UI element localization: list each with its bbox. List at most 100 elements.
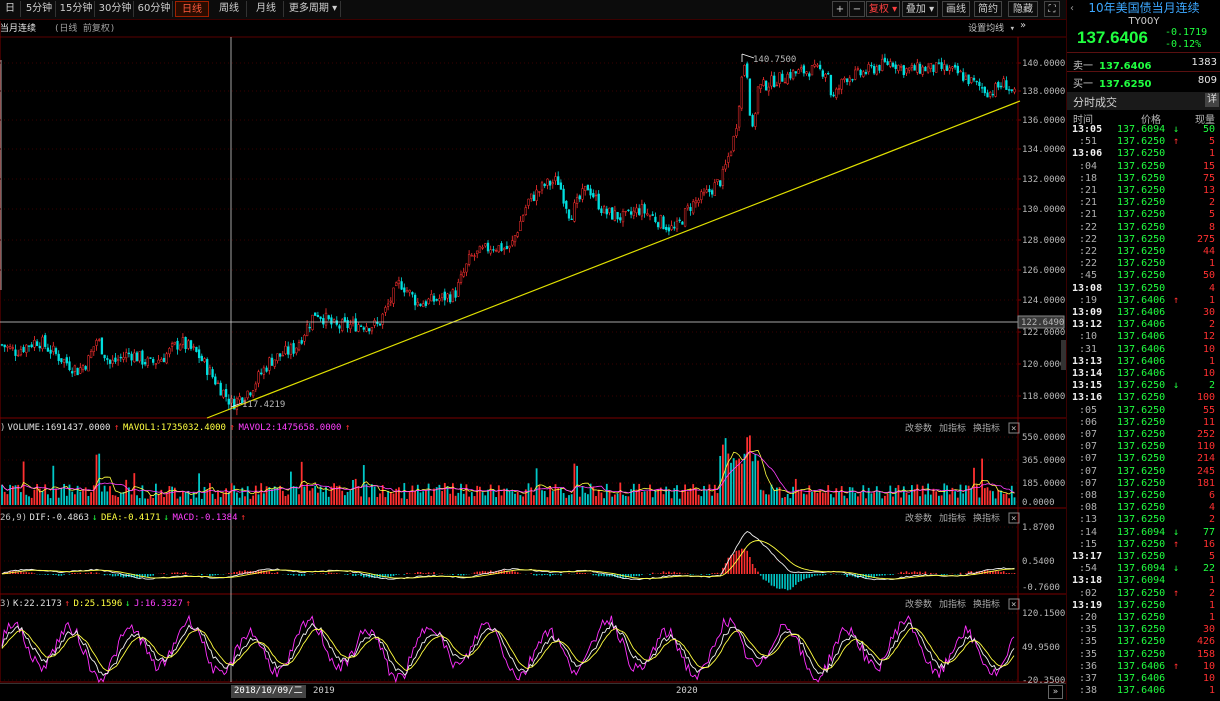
toolbar-btn-6[interactable]: 隐藏 » bbox=[1008, 1, 1038, 17]
period-tab-5[interactable]: 日线 bbox=[175, 1, 209, 17]
candle-body bbox=[927, 67, 929, 72]
toolbar-btn-0[interactable]: + bbox=[832, 1, 848, 17]
action-2[interactable]: 换指标 bbox=[973, 422, 1000, 434]
macd-bar bbox=[917, 572, 919, 574]
candle-body bbox=[657, 222, 659, 226]
trade-time: :08 bbox=[1071, 490, 1097, 502]
trade-price: 137.6250 bbox=[1117, 173, 1165, 185]
action-2[interactable]: 换指标 bbox=[973, 512, 1000, 524]
volume-bar bbox=[768, 495, 770, 505]
toolbar-btn-1[interactable]: − bbox=[849, 1, 865, 17]
volume-bar bbox=[933, 489, 935, 505]
toolbar-btn-5[interactable]: 简约 bbox=[974, 1, 1002, 17]
macd-bar bbox=[944, 574, 946, 575]
macd-bar bbox=[641, 574, 643, 575]
action-1[interactable]: 加指标 bbox=[939, 598, 966, 610]
volume-bar bbox=[960, 485, 962, 505]
period-tab-8[interactable]: 更多周期 ▾ bbox=[286, 1, 341, 17]
candle-body bbox=[703, 192, 705, 194]
macd-bar bbox=[452, 574, 454, 575]
candle-body bbox=[568, 210, 570, 218]
period-tab-1[interactable]: 5分钟 bbox=[23, 1, 56, 17]
macd-bar bbox=[104, 574, 106, 575]
candle-body bbox=[341, 320, 343, 331]
macd-bar bbox=[676, 573, 678, 574]
trade-time: :07 bbox=[1071, 441, 1097, 453]
detail-button[interactable]: 详 bbox=[1205, 93, 1219, 107]
volume-bar bbox=[790, 498, 792, 505]
arrow-up-icon: ↑ bbox=[114, 423, 119, 433]
volume-bar bbox=[682, 490, 684, 505]
volume-bar bbox=[827, 485, 829, 505]
candle-body bbox=[887, 61, 889, 64]
volume-bar bbox=[781, 498, 783, 505]
candle-body bbox=[1008, 90, 1010, 91]
period-tab-7[interactable]: 月线 bbox=[249, 1, 284, 17]
macd-bar bbox=[390, 574, 392, 576]
trade-volume: 2 bbox=[1209, 514, 1215, 526]
volume-bar bbox=[509, 491, 511, 505]
toolbar-btn-3[interactable]: 叠加 ▾ bbox=[902, 1, 938, 17]
volume-bar bbox=[887, 494, 889, 505]
candle-body bbox=[590, 189, 592, 195]
arrow-down-icon: ↓ bbox=[1173, 527, 1179, 539]
high-label: 140.7500 bbox=[753, 55, 796, 65]
candle-body bbox=[147, 358, 149, 366]
macd-bar bbox=[922, 573, 924, 574]
toolbar-btn-7[interactable]: ⛶ bbox=[1044, 1, 1060, 17]
action-1[interactable]: 加指标 bbox=[939, 422, 966, 434]
volume-bar bbox=[949, 494, 951, 505]
volume-bar bbox=[439, 485, 441, 505]
macd-bar bbox=[274, 573, 276, 574]
arrow-up-icon: ↑ bbox=[230, 423, 235, 433]
panel-collapse-handle[interactable] bbox=[1061, 340, 1066, 370]
volume-bar bbox=[61, 488, 63, 505]
macd-bar bbox=[552, 574, 554, 575]
period-tab-6[interactable]: 周线 bbox=[212, 1, 247, 17]
macd-bar bbox=[830, 574, 832, 575]
toolbar-btn-2[interactable]: 复权 ▾ bbox=[866, 1, 900, 17]
action-0[interactable]: 改参数 bbox=[905, 512, 932, 524]
period-tab-0[interactable]: 日 bbox=[0, 1, 21, 17]
volume-bar bbox=[803, 494, 805, 505]
volume-bar bbox=[633, 484, 635, 505]
volume-bar bbox=[52, 466, 54, 505]
period-tab-2[interactable]: 15分钟 bbox=[58, 1, 95, 17]
action-2[interactable]: 换指标 bbox=[973, 598, 1000, 610]
toolbar-btn-4[interactable]: 画线 bbox=[942, 1, 970, 17]
trade-time: 13:13 bbox=[1072, 356, 1106, 368]
action-1[interactable]: 加指标 bbox=[939, 512, 966, 524]
period-tab-4[interactable]: 60分钟 bbox=[136, 1, 173, 17]
macd-bar bbox=[80, 573, 82, 574]
candle-body bbox=[506, 246, 508, 249]
macd-bar bbox=[212, 574, 214, 576]
candle-body bbox=[484, 244, 486, 246]
macd-bar bbox=[174, 573, 176, 574]
volume-bar bbox=[233, 485, 235, 505]
chart-area[interactable]: 当月连续(日线 前复权)设置均线 ▾140.0000138.0000136.00… bbox=[0, 19, 1066, 683]
set-ma-button[interactable]: 设置均线 ▾ bbox=[968, 22, 1015, 34]
trade-time: :14 bbox=[1071, 527, 1097, 539]
macd-bar bbox=[601, 574, 603, 576]
volume-bar bbox=[884, 496, 886, 505]
candle-body bbox=[298, 343, 300, 350]
trade-price: 137.6094 bbox=[1117, 563, 1165, 575]
volume-bar bbox=[1003, 494, 1005, 505]
macd-bar bbox=[771, 574, 773, 586]
volume-bar bbox=[757, 461, 759, 505]
candle-body bbox=[44, 335, 46, 346]
candle-body bbox=[279, 354, 281, 357]
action-0[interactable]: 改参数 bbox=[905, 598, 932, 610]
scroll-right-icon[interactable]: » bbox=[1048, 685, 1063, 699]
candle-body bbox=[217, 383, 219, 384]
candle-body bbox=[382, 314, 384, 324]
action-0[interactable]: 改参数 bbox=[905, 422, 932, 434]
period-tab-3[interactable]: 30分钟 bbox=[97, 1, 134, 17]
volume-bar bbox=[992, 491, 994, 505]
trades-title: 分时成交 bbox=[1073, 94, 1117, 110]
volume-bar bbox=[563, 493, 565, 505]
volume-bar bbox=[881, 498, 883, 505]
trade-time: 13:16 bbox=[1072, 392, 1106, 404]
